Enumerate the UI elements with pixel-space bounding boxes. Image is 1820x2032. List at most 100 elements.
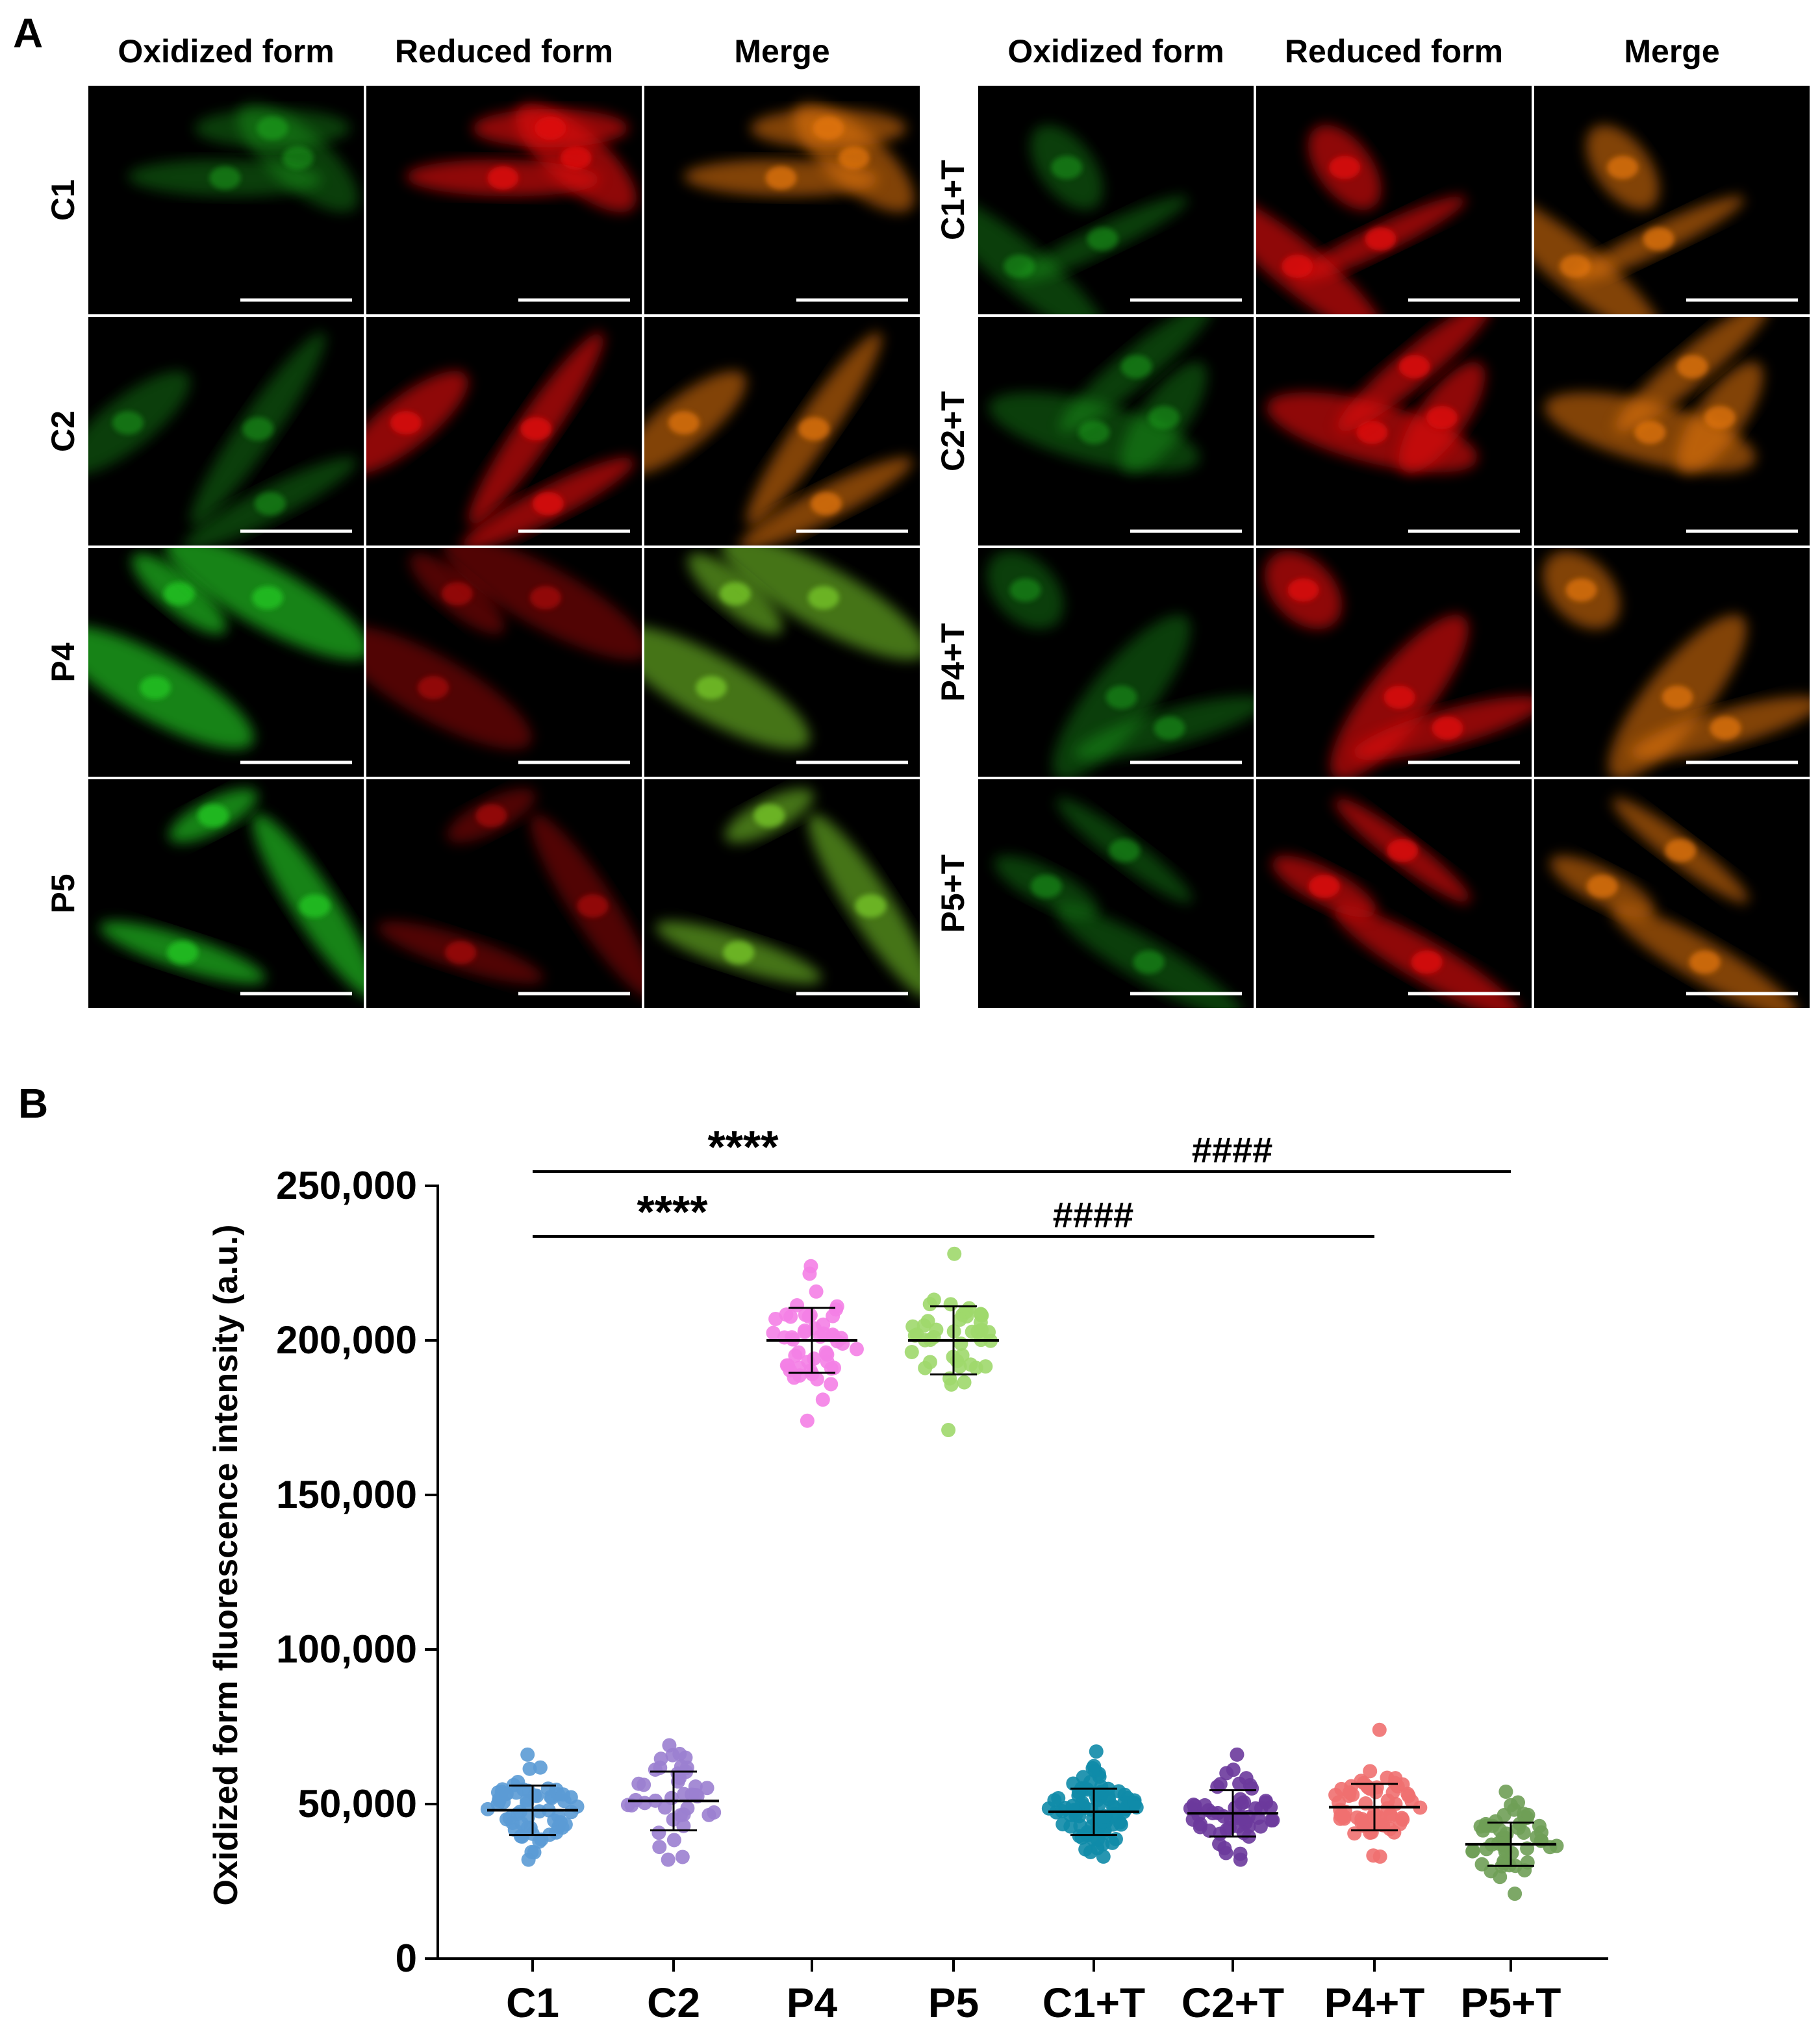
data-point	[665, 1748, 680, 1762]
data-point	[524, 1844, 539, 1859]
data-point	[835, 1336, 850, 1351]
data-point	[1511, 1820, 1526, 1835]
data-point	[954, 1336, 968, 1351]
data-point	[1465, 1844, 1480, 1859]
data-point	[1230, 1747, 1245, 1762]
row-label-p4: P4	[45, 642, 81, 682]
data-point	[1388, 1796, 1403, 1811]
data-point	[904, 1344, 919, 1359]
data-point	[1212, 1837, 1227, 1851]
micrograph-c1-reduced	[366, 86, 642, 314]
data-point	[943, 1297, 958, 1312]
data-point	[1089, 1744, 1104, 1759]
data-point	[825, 1327, 840, 1342]
data-point	[947, 1246, 962, 1261]
data-point	[653, 1751, 668, 1766]
micrograph-c1-oxidized	[88, 86, 364, 314]
data-point	[1219, 1766, 1234, 1781]
data-point	[637, 1777, 651, 1792]
data-point	[1051, 1790, 1066, 1805]
data-point	[1366, 1848, 1381, 1863]
micrograph-p4-plus-t-oxidized	[978, 548, 1254, 777]
data-point	[1233, 1846, 1248, 1861]
data-point	[1493, 1870, 1508, 1885]
data-point	[798, 1307, 813, 1322]
data-point	[809, 1372, 824, 1386]
points-p5	[904, 1246, 998, 1438]
data-point	[1543, 1840, 1558, 1855]
data-point	[1376, 1818, 1391, 1833]
significance-label: ****	[637, 1186, 709, 1237]
data-point	[558, 1817, 573, 1832]
data-point	[648, 1762, 663, 1777]
data-point	[1113, 1817, 1128, 1832]
data-point	[522, 1761, 537, 1776]
points-p4-plus-t	[1328, 1722, 1428, 1864]
micrograph-c2-merge	[644, 317, 920, 546]
y-tick-label: 200,000	[276, 1318, 417, 1362]
data-point	[816, 1317, 831, 1332]
data-point	[661, 1852, 676, 1867]
micrograph-p5-oxidized	[88, 779, 364, 1008]
significance-label: ****	[708, 1122, 779, 1172]
micrograph-p5-plus-t-merge	[1534, 779, 1810, 1008]
data-point	[1254, 1801, 1269, 1816]
data-point	[792, 1368, 807, 1383]
data-point	[499, 1787, 514, 1801]
data-point	[1393, 1816, 1408, 1831]
row-label-c1-plus-t: C1+T	[935, 160, 971, 240]
x-tick-label: P4	[787, 1979, 838, 2026]
data-point	[800, 1413, 815, 1428]
micrograph-c1-merge	[644, 86, 920, 314]
micrograph-p4-merge	[644, 548, 920, 777]
micrograph-c2-oxidized	[88, 317, 364, 546]
data-point	[809, 1284, 824, 1299]
points-c2-plus-t	[1183, 1747, 1280, 1867]
x-tick-label: P5	[928, 1979, 979, 2026]
data-point	[779, 1358, 794, 1373]
row-label-p4-plus-t: P4+T	[935, 623, 971, 702]
microscopy-figure: Oxidized form Reduced form Merge Oxidized f…	[45, 33, 1810, 1008]
data-point	[1504, 1798, 1519, 1812]
data-point	[952, 1359, 967, 1374]
data-point	[824, 1377, 839, 1392]
data-point	[685, 1787, 700, 1802]
data-point	[701, 1807, 716, 1822]
column-header-right-1: Reduced form	[1285, 33, 1503, 69]
data-point	[1413, 1800, 1428, 1815]
data-point	[1237, 1795, 1252, 1810]
data-point	[1111, 1784, 1126, 1799]
data-point	[502, 1811, 517, 1825]
row-label-c2-plus-t: C2+T	[935, 391, 971, 471]
micrograph-c2-plus-t-oxidized	[978, 317, 1254, 546]
data-point	[555, 1787, 570, 1802]
data-point	[941, 1423, 956, 1438]
data-point	[926, 1329, 941, 1344]
micrograph-c2-plus-t-reduced	[1256, 317, 1532, 546]
micrograph-p4-plus-t-merge	[1534, 548, 1810, 777]
data-point	[1498, 1784, 1513, 1799]
column-header-left-0: Oxidized form	[118, 33, 334, 69]
x-tick-label: P5+T	[1461, 1979, 1561, 2026]
data-point	[957, 1375, 972, 1390]
data-point	[766, 1325, 781, 1340]
data-point	[1388, 1771, 1403, 1786]
scatter-chart: Oxidized form fluorescence intensity (a.…	[207, 1122, 1608, 2026]
data-point	[1372, 1722, 1387, 1737]
data-point	[1508, 1887, 1523, 1901]
micrograph-c1-plus-t-oxidized	[978, 86, 1254, 314]
micrograph-p5-plus-t-oxidized	[978, 779, 1254, 1008]
panel-b-label: B	[18, 1080, 49, 1127]
data-point	[1073, 1818, 1088, 1833]
data-point	[968, 1361, 983, 1375]
data-point	[1529, 1829, 1544, 1844]
data-point	[1492, 1822, 1507, 1837]
data-point	[533, 1760, 548, 1775]
data-point	[922, 1355, 937, 1370]
x-tick-label: C1	[506, 1979, 559, 2026]
row-label-c1: C1	[45, 179, 81, 221]
row-label-p5-plus-t: P5+T	[935, 855, 971, 933]
y-tick-label: 150,000	[276, 1473, 417, 1516]
data-point	[1363, 1764, 1378, 1779]
data-point	[1342, 1785, 1357, 1800]
